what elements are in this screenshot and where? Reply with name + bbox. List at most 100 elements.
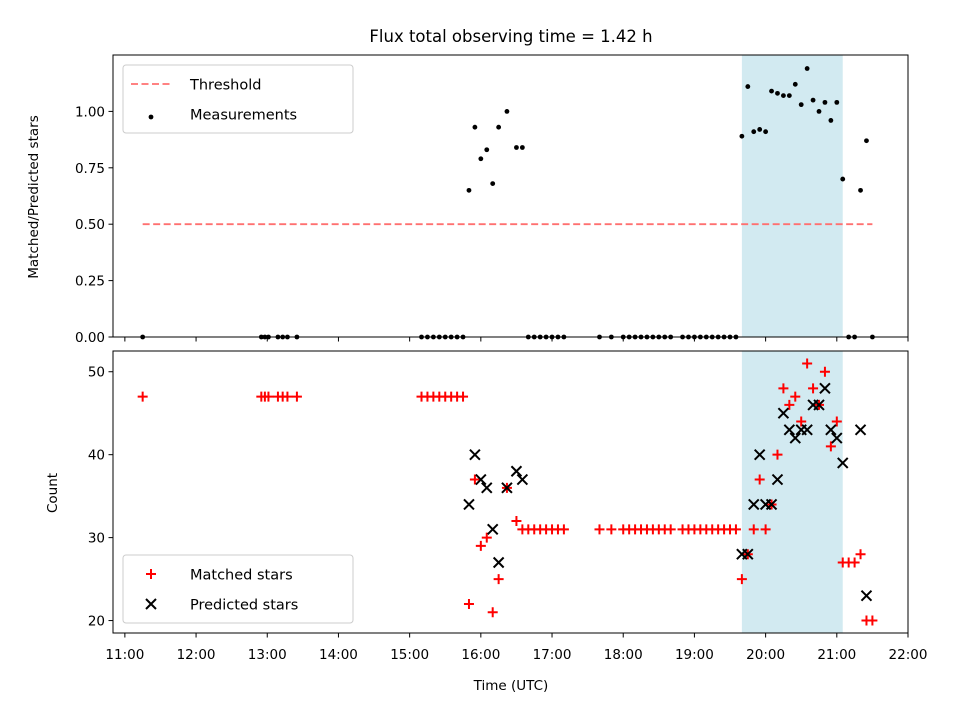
legend-predicted-swatch — [145, 598, 157, 610]
bottom-legend-label-0: Matched stars — [190, 568, 293, 584]
bottom-x-point-17 — [783, 424, 796, 436]
top-dot-point-59 — [775, 90, 780, 96]
x-tick-label-7: 18:00 — [604, 647, 643, 663]
bottom-plus-point-23 — [511, 516, 522, 527]
bottom-y-tick-label-2: 40 — [88, 448, 105, 464]
bottom-x-point-27 — [854, 424, 867, 436]
top-y-tick-label-3: 0.75 — [75, 161, 105, 177]
bottom-plus-point-57 — [760, 524, 771, 535]
top-dot-point-21 — [496, 124, 502, 130]
bottom-plus-point-18 — [475, 540, 486, 551]
chart-title: Flux total observing time = 1.42 h — [369, 27, 652, 46]
bottom-x-point-25 — [831, 432, 843, 444]
bottom-x-point-22 — [813, 399, 825, 411]
bottom-x-point-5 — [492, 556, 505, 569]
top-dot-point-66 — [816, 109, 822, 114]
top-dot-point-57 — [763, 129, 769, 135]
top-dot-point-70 — [840, 176, 846, 182]
top-dot-point-73 — [858, 187, 863, 193]
bottom-x-point-6 — [501, 482, 513, 494]
top-dot-point-19 — [484, 147, 490, 153]
bottom-plus-point-64 — [802, 358, 813, 369]
top-dot-point-69 — [834, 99, 840, 105]
x-tick-label-6: 17:00 — [533, 647, 572, 663]
top-dot-point-53 — [739, 133, 745, 139]
top-dot-point-74 — [864, 138, 869, 144]
x-tick-label-1: 12:00 — [177, 647, 216, 663]
bottom-plus-point-20 — [487, 607, 498, 618]
bottom-legend-box — [122, 554, 354, 624]
top-dot-point-24 — [519, 145, 525, 150]
bottom-plus-point-42 — [665, 524, 676, 535]
bottom-y-axis-label: Count — [45, 473, 61, 513]
bottom-x-point-18 — [789, 432, 801, 444]
top-panel: 0.00 0.25 0.50 0.75 1.00 Threshold Measurement… — [75, 54, 909, 346]
top-legend-box — [122, 64, 354, 134]
top-dot-point-18 — [478, 156, 484, 162]
bottom-panel: 20 30 40 50 11:00 12:00 13:00 14:00 15:00 16:00 17… — [88, 350, 928, 663]
x-tick-label-0: 11:00 — [105, 647, 144, 663]
top-dot-point-16 — [466, 187, 472, 193]
bottom-x-point-10 — [742, 548, 754, 560]
top-dot-point-22 — [504, 109, 510, 114]
bottom-legend-label-1: Predicted stars — [190, 598, 298, 614]
top-dot-point-20 — [490, 181, 496, 186]
top-dot-point-54 — [745, 84, 751, 89]
x-tick-label-3: 14:00 — [319, 647, 358, 663]
bottom-plus-point-75 — [867, 615, 878, 626]
top-dot-point-61 — [786, 93, 792, 99]
bottom-x-point-4 — [486, 523, 499, 536]
top-dot-point-68 — [828, 118, 834, 123]
bottom-plus-point-68 — [825, 441, 836, 452]
x-tick-label-2: 13:00 — [248, 647, 287, 663]
bottom-y-tick-label-0: 20 — [88, 614, 105, 630]
top-y-tick-label-0: 0.00 — [75, 330, 105, 346]
bottom-plus-point-67 — [819, 366, 830, 377]
bottom-x-point-8 — [516, 473, 529, 486]
top-dot-point-55 — [751, 129, 757, 135]
legend-measurements-swatch — [148, 114, 154, 120]
top-dot-point-58 — [769, 88, 774, 94]
x-tick-label-4: 15:00 — [390, 647, 429, 663]
bottom-plus-point-53 — [736, 574, 747, 585]
bottom-y-tick-label-1: 30 — [88, 531, 105, 547]
bottom-plus-point-16 — [463, 598, 474, 609]
bottom-x-point-28 — [860, 589, 873, 602]
x-tick-label-11: 22:00 — [889, 647, 928, 663]
bottom-plus-point-56 — [754, 474, 765, 485]
bottom-x-point-0 — [463, 498, 475, 511]
top-dot-point-17 — [472, 124, 478, 130]
x-tick-label-8: 19:00 — [675, 647, 714, 663]
bottom-x-point-24 — [825, 424, 837, 436]
bottom-plus-point-60 — [778, 383, 789, 394]
top-legend-label-0: Threshold — [189, 78, 261, 94]
bottom-plus-point-19 — [481, 532, 492, 543]
top-legend-label-1: Measurements — [190, 108, 297, 124]
bottom-plus-point-59 — [772, 449, 783, 460]
bottom-axes-frame — [112, 350, 909, 634]
bottom-x-point-16 — [777, 407, 790, 419]
bottom-plus-point-52 — [730, 524, 741, 535]
bottom-plus-point-3 — [263, 391, 274, 402]
bottom-x-point-23 — [819, 382, 831, 395]
bottom-plus-point-21 — [493, 574, 504, 585]
x-tick-label-5: 16:00 — [461, 647, 500, 663]
top-dot-point-65 — [810, 97, 816, 103]
bottom-plus-point-63 — [796, 416, 807, 427]
top-axes-frame — [112, 54, 909, 338]
top-dot-point-62 — [792, 81, 798, 87]
bottom-x-point-26 — [837, 457, 849, 469]
legend-matched-swatch — [146, 569, 156, 579]
bottom-x-point-2 — [475, 473, 487, 486]
bottom-x-point-15 — [771, 473, 784, 486]
top-y-tick-label-1: 0.25 — [75, 274, 105, 290]
x-tick-label-9: 20:00 — [746, 647, 785, 663]
top-highlight-span — [741, 55, 843, 337]
bottom-x-point-11 — [748, 498, 760, 511]
x-axis-label: Time (UTC) — [473, 678, 549, 694]
bottom-legend: Matched stars Predicted stars — [122, 554, 354, 624]
bottom-plus-point-65 — [808, 383, 819, 394]
bottom-plus-point-0 — [137, 391, 148, 402]
bottom-x-point-20 — [801, 424, 813, 436]
